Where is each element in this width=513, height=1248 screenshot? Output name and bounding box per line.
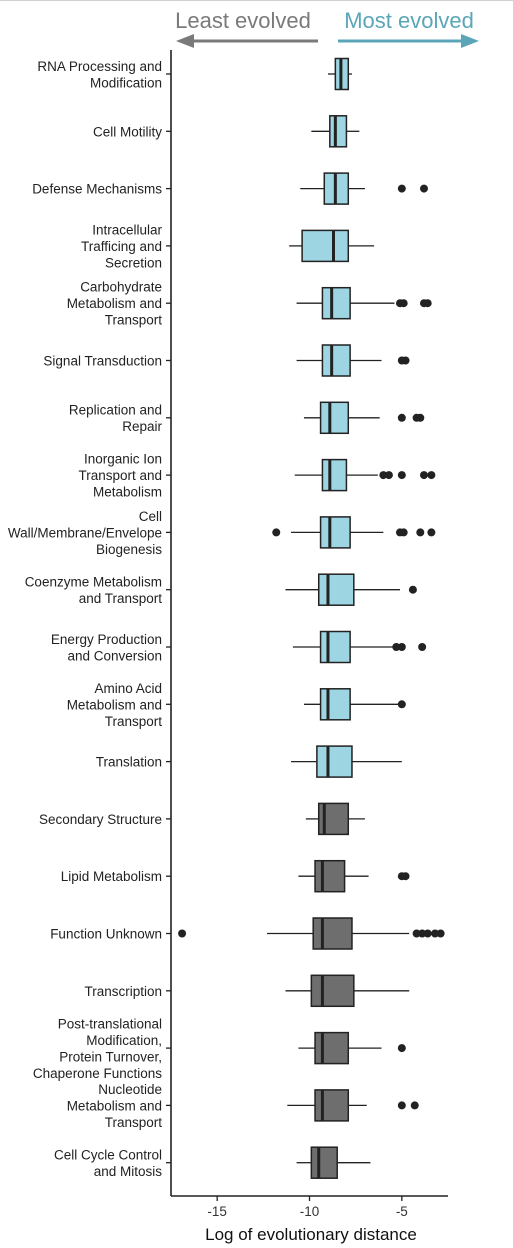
outlier-point <box>397 1044 406 1053</box>
outlier-point <box>397 413 406 422</box>
category-label: Defense Mechanisms <box>32 182 162 197</box>
iqr-box <box>314 1089 350 1122</box>
category-label: RNA Processing and Modification <box>37 59 162 91</box>
category-label: Amino Acid Metabolism and Transport <box>67 681 163 729</box>
category-label: Lipid Metabolism <box>61 869 162 884</box>
category-label: Signal Transduction <box>43 354 162 369</box>
category-label: Carbohydrate Metabolism and Transport <box>67 280 163 328</box>
outlier-point <box>419 471 428 480</box>
iqr-box <box>329 115 348 148</box>
iqr-box <box>321 286 351 320</box>
outlier-point <box>431 929 440 938</box>
outlier-point <box>397 1101 406 1110</box>
outlier-point <box>416 413 425 422</box>
category-label: Translation <box>96 755 162 770</box>
evolution-banner: Least evolved Most evolved <box>175 8 479 48</box>
category-label: Cell Motility <box>93 124 162 139</box>
category-label: Inorganic Ion Transport and Metabolism <box>78 452 162 500</box>
category-label: Transcription <box>84 984 162 999</box>
iqr-box <box>319 688 351 721</box>
category-label: Secondary Structure <box>39 812 162 827</box>
iqr-box <box>319 516 351 549</box>
top-rule <box>0 0 513 1</box>
plot-area: -15 -10 -5 RNA Processing and Modification Ce… <box>8 50 448 1219</box>
iqr-box <box>321 344 351 377</box>
outlier-point <box>379 471 388 480</box>
outlier-point <box>412 929 421 938</box>
iqr-box <box>317 573 355 606</box>
outlier-point <box>272 528 281 537</box>
category-label: Coenzyme Metabolism and Transport <box>25 574 163 606</box>
outlier-point <box>408 585 417 594</box>
iqr-box <box>310 974 355 1008</box>
category-label: Nucleotide Metabolism and Transport <box>67 1082 163 1130</box>
iqr-box <box>321 458 348 492</box>
iqr-box <box>312 917 353 950</box>
outlier-point <box>397 700 406 709</box>
least-evolved-label: Least evolved <box>175 8 311 33</box>
outlier-point <box>399 299 408 308</box>
outlier-point <box>392 643 401 651</box>
category-label: Intracellular Trafficing and Secretion <box>81 222 163 270</box>
outlier-point <box>418 643 427 651</box>
iqr-box <box>314 1031 350 1065</box>
outlier-point <box>419 184 428 193</box>
x-tick-label: -10 <box>300 1204 320 1219</box>
outlier-point <box>416 528 425 537</box>
outlier-point <box>384 471 393 480</box>
iqr-box <box>316 745 353 778</box>
iqr-box <box>319 630 351 664</box>
iqr-box <box>319 401 350 435</box>
outlier-point <box>423 929 432 938</box>
outlier-point <box>423 299 432 308</box>
category-label: Energy Production and Conversion <box>51 632 162 664</box>
category-label: Function Unknown <box>50 927 162 942</box>
x-tick-label: -5 <box>396 1204 408 1219</box>
most-evolved-label: Most evolved <box>344 8 474 33</box>
category-label: Cell Cycle Control and Mitosis <box>54 1147 162 1179</box>
outlier-point <box>178 929 187 938</box>
outlier-point <box>436 929 445 938</box>
category-label: Cell Wall/Membrane/Envelope Biogenesis <box>8 509 162 557</box>
category-label: Post-translational Modification, Protein T… <box>33 1016 162 1081</box>
iqr-box <box>310 1146 338 1179</box>
iqr-box <box>301 229 350 263</box>
outlier-point <box>397 643 406 651</box>
outlier-point <box>397 184 406 193</box>
category-label: Replication and Repair <box>69 403 163 435</box>
outlier-point <box>401 356 410 365</box>
most-evolved-arrowhead <box>461 34 479 48</box>
x-tick-label: -15 <box>207 1204 227 1219</box>
iqr-box <box>314 859 346 893</box>
outlier-point <box>397 471 406 480</box>
least-evolved-arrowhead <box>176 34 194 48</box>
outlier-point <box>399 528 408 537</box>
x-axis-title: Log of evolutionary distance <box>205 1225 417 1244</box>
outlier-point <box>401 872 410 881</box>
outlier-point <box>410 1101 419 1110</box>
outlier-point <box>427 528 436 537</box>
outlier-point <box>418 929 427 938</box>
outlier-point <box>427 471 436 480</box>
